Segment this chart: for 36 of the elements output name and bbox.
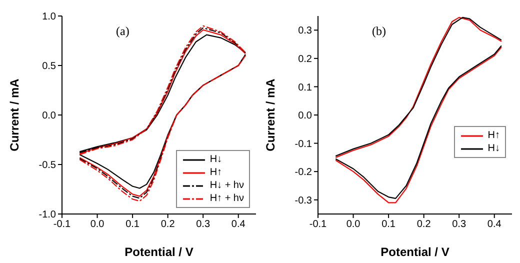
y-tick-label: -1.0	[38, 210, 56, 221]
x-tick-label: 0.1	[382, 219, 396, 230]
legend-label: H↓	[210, 153, 222, 166]
y-tick-label: 0.3	[298, 26, 312, 37]
y-tick-label: 0.1	[298, 82, 312, 94]
y-tick-label: 0.2	[298, 54, 312, 65]
x-tick-label: 0.2	[416, 219, 432, 230]
y-tick-label: 0.0	[298, 110, 312, 122]
y-tick-label: -0.2	[294, 167, 312, 178]
x-tick-label: 0.3	[196, 219, 210, 230]
x-tick-label: 0.0	[346, 219, 361, 230]
x-tick-label: -0.1	[309, 219, 328, 230]
x-tick-label: 0.4	[487, 219, 502, 230]
y-tick-label: -0.3	[294, 195, 312, 206]
y-axis-title: Current / mA	[263, 78, 278, 152]
x-tick-label: -0.1	[53, 219, 72, 230]
legend-label: H↑	[488, 129, 500, 142]
annotation: (a)	[116, 24, 130, 39]
y-axis-title: Current / mA	[7, 78, 22, 152]
x-tick-label: 0.3	[452, 219, 466, 230]
y-tick-label: -0.1	[294, 138, 312, 150]
legend-label: H↓ + hν	[210, 179, 244, 192]
x-tick-label: 0.1	[126, 219, 140, 230]
x-tick-label: 0.0	[90, 219, 105, 230]
legend-label: H↑	[210, 166, 222, 179]
legend-label: H↑ + hν	[210, 192, 244, 205]
legend-label: H↓	[488, 142, 500, 155]
x-axis-title: Potential / V	[124, 245, 194, 259]
x-tick-label: 0.4	[231, 219, 246, 230]
x-tick-label: 0.2	[160, 219, 176, 230]
y-tick-label: 0.0	[42, 110, 56, 122]
y-tick-label: 0.5	[42, 61, 56, 72]
y-tick-label: 1.0	[42, 12, 56, 23]
annotation: (b)	[372, 24, 386, 39]
y-tick-label: -0.5	[38, 160, 56, 172]
x-axis-title: Potential / V	[380, 245, 450, 259]
